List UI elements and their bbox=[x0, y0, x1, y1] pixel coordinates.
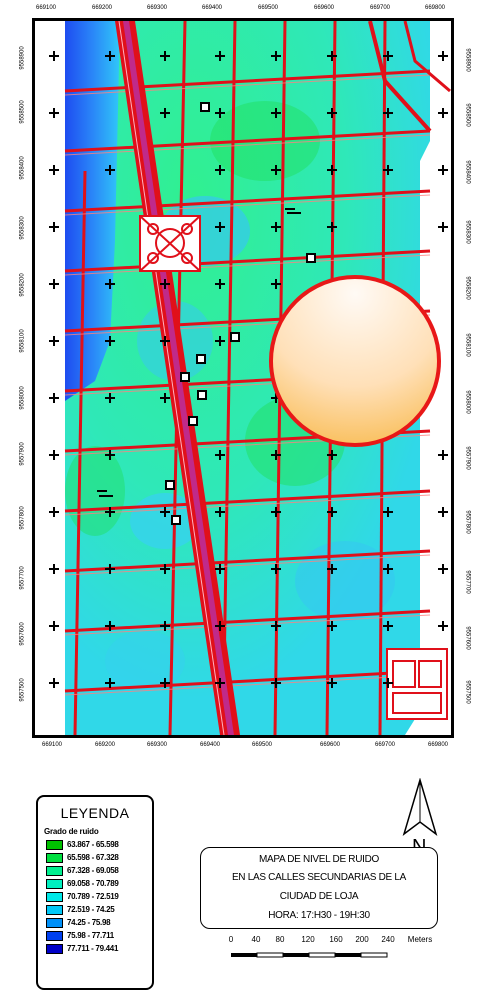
legend-item: 75.98 - 77.711 bbox=[46, 930, 114, 941]
x-tick: 669700 bbox=[369, 5, 391, 11]
map-title-box: MAPA DE NIVEL DE RUIDO EN LAS CALLES SEC… bbox=[200, 847, 438, 929]
legend-label: 65.598 - 67.328 bbox=[67, 853, 119, 862]
scale-label: 0 bbox=[228, 935, 234, 944]
y-tick: 9558400 bbox=[464, 160, 471, 184]
legend-swatch bbox=[46, 878, 63, 889]
legend-label: 69.058 - 70.789 bbox=[67, 879, 119, 888]
title-line-4: HORA: 17:H30 - 19H:30 bbox=[268, 910, 370, 921]
legend-subtitle: Grado de ruido bbox=[44, 827, 99, 836]
legend-label: 70.789 - 72.519 bbox=[67, 892, 119, 901]
y-tick: 9557600 bbox=[19, 622, 26, 646]
y-tick: 9557700 bbox=[19, 566, 26, 590]
y-tick: 9558100 bbox=[19, 329, 26, 353]
y-tick: 9558100 bbox=[464, 333, 471, 357]
highlight-circle bbox=[269, 275, 441, 447]
scale-label: 200 bbox=[355, 935, 369, 944]
title-line-2: EN LAS CALLES SECUNDARIAS DE LA bbox=[231, 872, 407, 883]
y-tick: 9557700 bbox=[464, 570, 471, 594]
x-tick: 669600 bbox=[313, 5, 335, 11]
legend-item: 63.867 - 65.598 bbox=[46, 839, 119, 850]
main-avenue bbox=[115, 21, 240, 735]
legend-label: 74.25 - 75.98 bbox=[67, 918, 111, 927]
legend-item: 74.25 - 75.98 bbox=[46, 917, 111, 928]
legend-swatch bbox=[46, 917, 63, 928]
north-arrow-icon bbox=[402, 777, 438, 836]
y-tick: 9558900 bbox=[464, 48, 471, 72]
scale-label: 80 bbox=[275, 935, 285, 944]
y-tick: 9557800 bbox=[19, 506, 26, 530]
x-tick: 669400 bbox=[199, 742, 221, 748]
measurement-points bbox=[97, 102, 316, 525]
y-tick: 9557500 bbox=[19, 678, 26, 702]
scale-unit: Meters bbox=[407, 935, 433, 944]
y-tick: 9558400 bbox=[19, 156, 26, 180]
y-tick: 9558900 bbox=[19, 46, 26, 70]
scale-label: 120 bbox=[301, 935, 315, 944]
x-tick: 669800 bbox=[424, 5, 446, 11]
map-canvas bbox=[35, 21, 451, 735]
x-tick: 669100 bbox=[35, 5, 57, 11]
title-line-3: CIUDAD DE LOJA bbox=[279, 891, 359, 902]
y-tick: 9558500 bbox=[19, 100, 26, 124]
x-tick: 669400 bbox=[201, 5, 223, 11]
x-tick: 669600 bbox=[319, 742, 341, 748]
legend-swatch bbox=[46, 865, 63, 876]
legend-label: 63.867 - 65.598 bbox=[67, 840, 119, 849]
y-tick: 9557600 bbox=[464, 626, 471, 650]
legend: LEYENDA Grado de ruido 63.867 - 65.598 6… bbox=[36, 795, 154, 990]
scale-label: 240 bbox=[381, 935, 395, 944]
y-tick: 9558000 bbox=[464, 390, 471, 414]
legend-label: 72.519 - 74.25 bbox=[67, 905, 115, 914]
legend-swatch bbox=[46, 852, 63, 863]
legend-swatch bbox=[46, 839, 63, 850]
grid-crosses bbox=[49, 51, 448, 688]
legend-item: 70.789 - 72.519 bbox=[46, 891, 119, 902]
legend-label: 67.328 - 69.058 bbox=[67, 866, 119, 875]
x-tick: 669200 bbox=[94, 742, 116, 748]
scale-label: 40 bbox=[251, 935, 261, 944]
scale-label: 160 bbox=[329, 935, 343, 944]
legend-item: 69.058 - 70.789 bbox=[46, 878, 119, 889]
x-tick: 669700 bbox=[374, 742, 396, 748]
legend-item: 72.519 - 74.25 bbox=[46, 904, 115, 915]
y-tick: 9558500 bbox=[464, 103, 471, 127]
y-tick: 9557500 bbox=[464, 680, 471, 704]
legend-item: 67.328 - 69.058 bbox=[46, 865, 119, 876]
x-tick: 669200 bbox=[91, 5, 113, 11]
legend-swatch bbox=[46, 891, 63, 902]
scale-bar-graphic bbox=[231, 952, 388, 958]
x-tick: 669500 bbox=[251, 742, 273, 748]
x-tick: 669500 bbox=[257, 5, 279, 11]
y-tick: 9557800 bbox=[464, 510, 471, 534]
x-tick: 669300 bbox=[146, 742, 168, 748]
y-tick: 9558300 bbox=[19, 216, 26, 240]
y-tick: 9558200 bbox=[19, 273, 26, 297]
y-tick: 9557900 bbox=[464, 446, 471, 470]
title-line-1: MAPA DE NIVEL DE RUIDO bbox=[258, 854, 380, 865]
legend-swatch bbox=[46, 904, 63, 915]
y-tick: 9558200 bbox=[464, 276, 471, 300]
x-tick: 669800 bbox=[427, 742, 449, 748]
legend-item: 65.598 - 67.328 bbox=[46, 852, 119, 863]
x-tick: 669300 bbox=[146, 5, 168, 11]
legend-label: 77.711 - 79.441 bbox=[67, 944, 119, 953]
legend-swatch bbox=[46, 943, 63, 954]
y-tick: 9557900 bbox=[19, 442, 26, 466]
legend-label: 75.98 - 77.711 bbox=[67, 931, 114, 940]
legend-item: 77.711 - 79.441 bbox=[46, 943, 118, 954]
block-complex bbox=[386, 648, 448, 720]
east-road bbox=[368, 21, 432, 133]
legend-swatch bbox=[46, 930, 63, 941]
noise-map bbox=[32, 18, 454, 738]
y-tick: 9558000 bbox=[19, 386, 26, 410]
legend-title: LEYENDA bbox=[60, 805, 130, 821]
x-tick: 669100 bbox=[41, 742, 63, 748]
scale-bar: 0 40 80 120 160 200 240 Meters bbox=[220, 935, 460, 975]
high-noise-zone bbox=[65, 21, 120, 401]
y-tick: 9558300 bbox=[464, 220, 471, 244]
park-block bbox=[139, 215, 201, 272]
